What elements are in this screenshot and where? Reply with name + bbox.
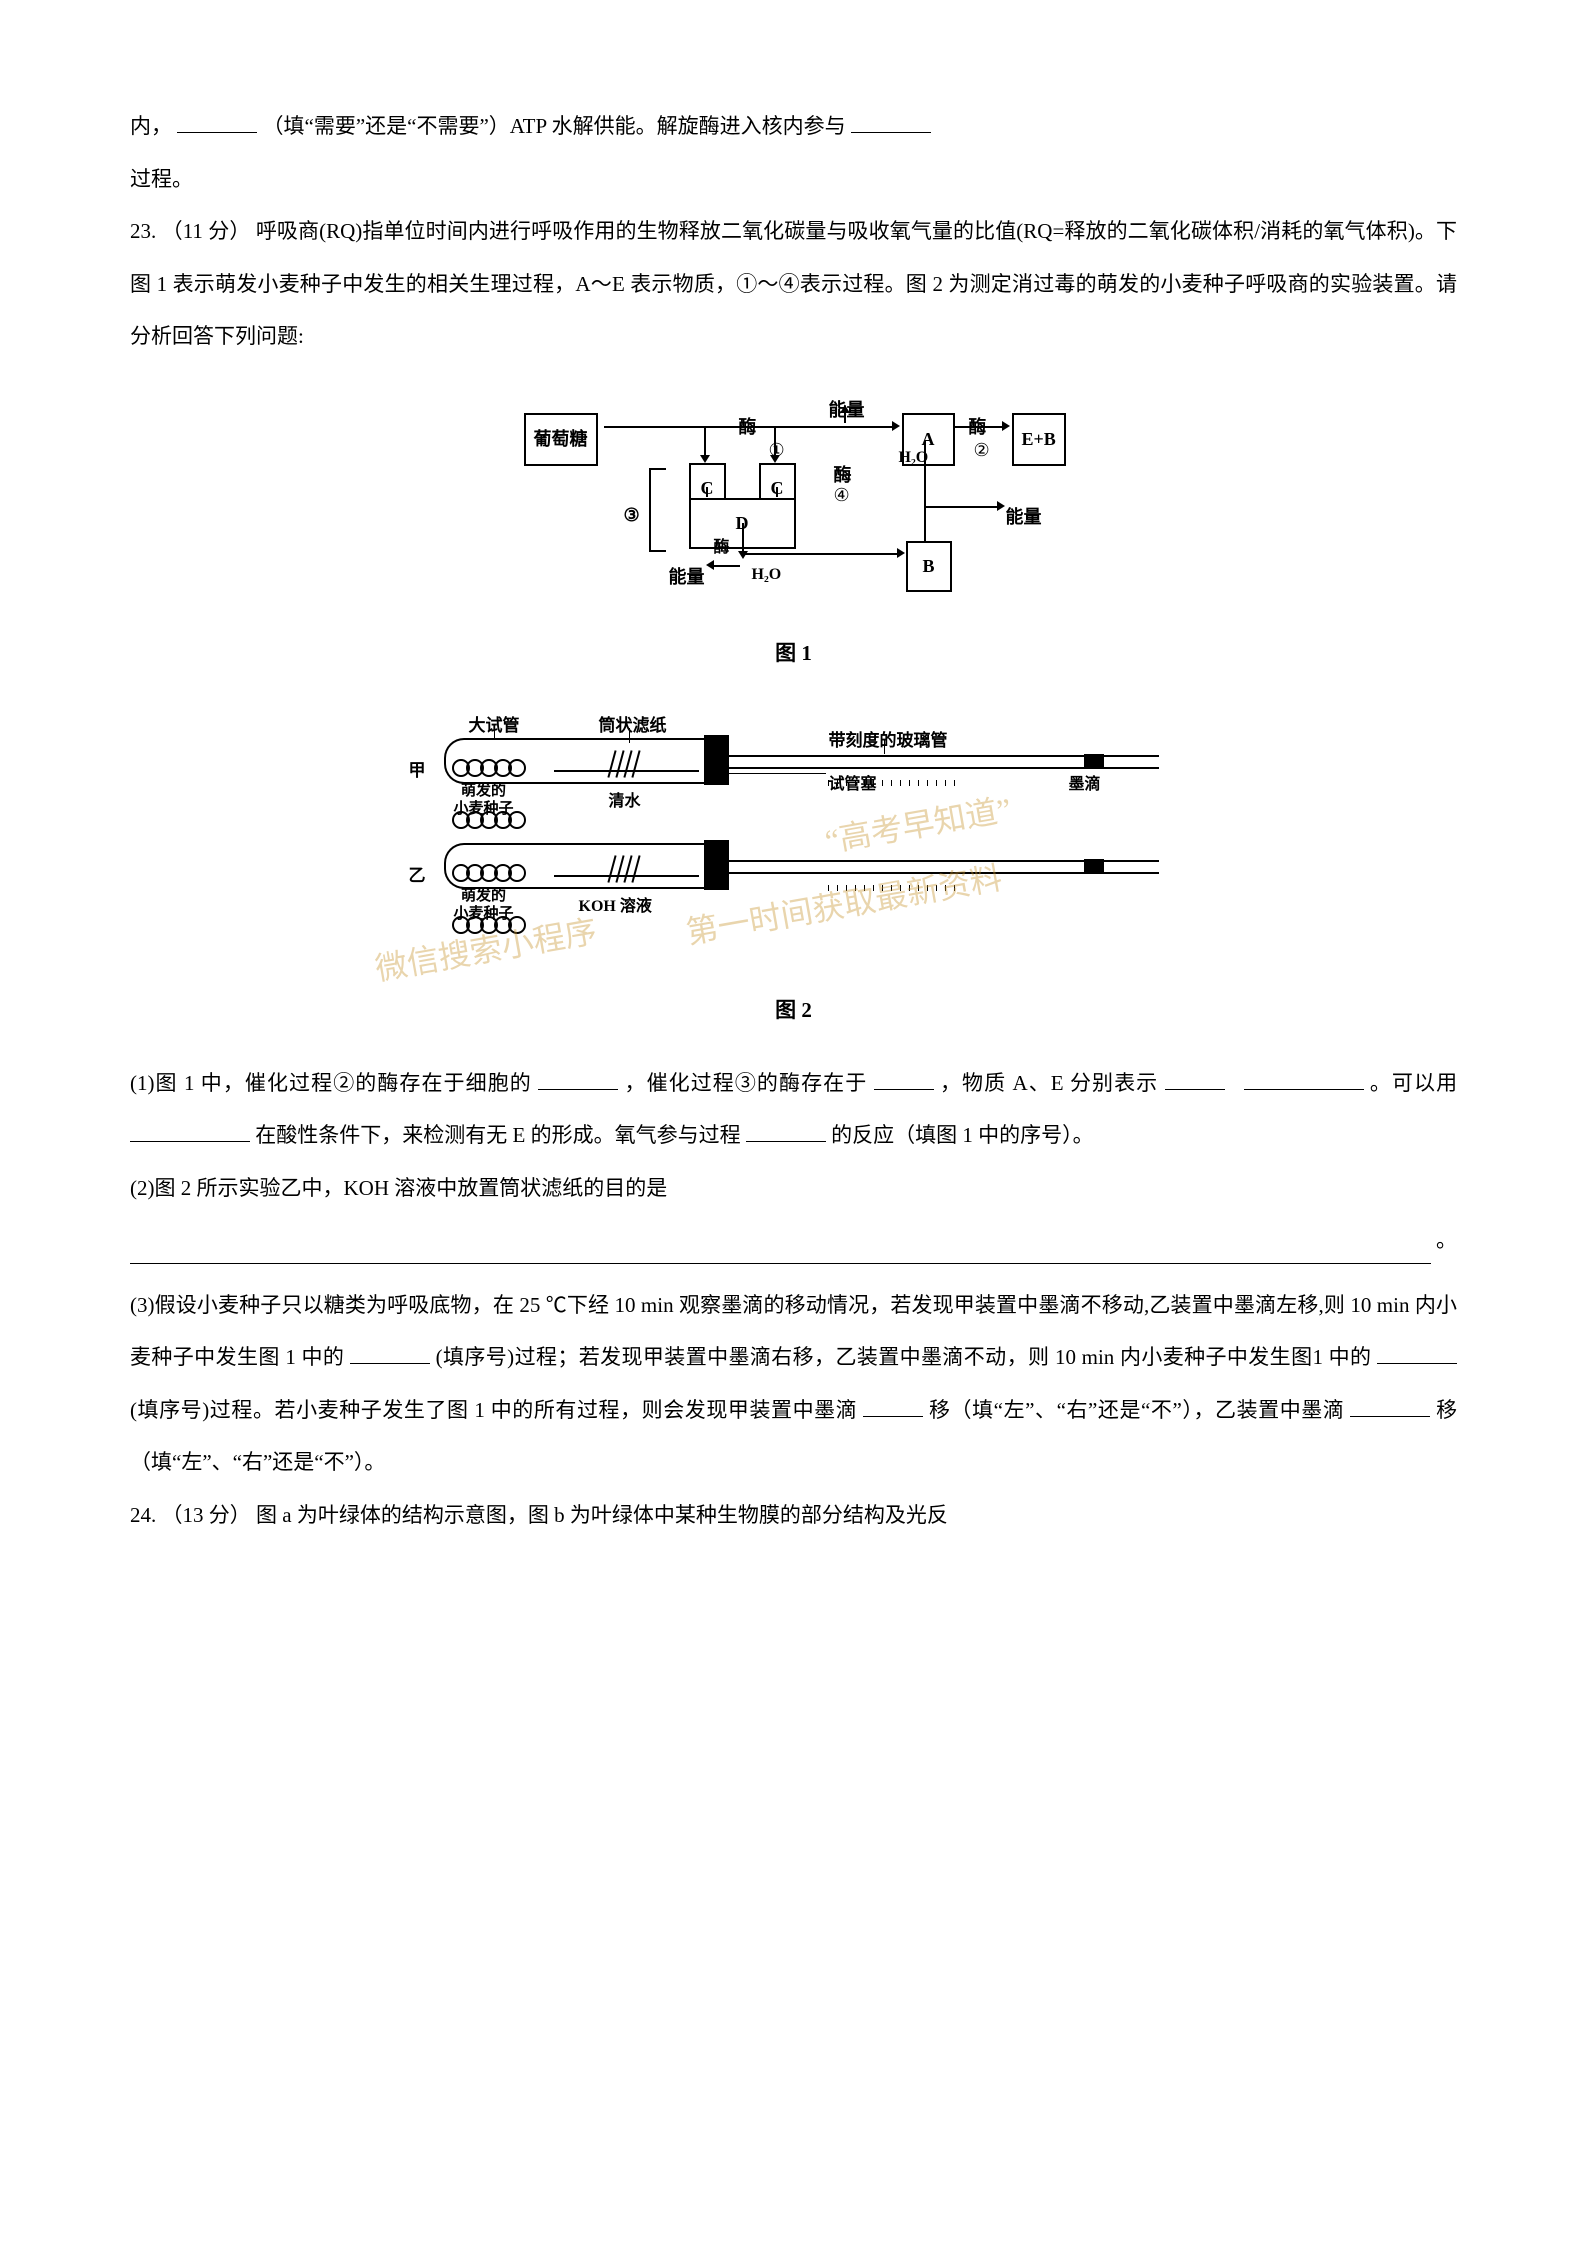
sub1-f: 在酸性条件下，来检测有无 E <box>255 1123 525 1147</box>
figure-2-container: 大试管 筒状滤纸 带刻度的玻璃管 甲 清水 <box>130 700 1457 1037</box>
blank-sub1-1 <box>538 1063 618 1089</box>
blank-sub3-1 <box>350 1338 430 1364</box>
label-ink: 墨滴 <box>1069 765 1101 805</box>
arrowhead-c2 <box>770 455 780 463</box>
q23-intro-text: 呼吸商(RQ)指单位时间内进行呼吸作用的生物释放二氧化碳量与吸收氧气量的比值(R… <box>130 219 1457 348</box>
glucose-box: 葡萄糖 <box>524 413 598 466</box>
arrowhead-glucose-a <box>892 421 900 431</box>
num-3: ③ <box>624 493 640 538</box>
blank-sub1-3b <box>1244 1063 1364 1089</box>
leader-bigtube <box>494 728 495 740</box>
h2o-bottom: H₂O <box>752 555 782 595</box>
label-stopper: 试管塞 <box>829 765 877 805</box>
q23-sub1: (1)图 1 中，催化过程②的酶存在于细胞的 ，催化过程③的酶存在于 ，物质 A… <box>130 1057 1457 1162</box>
label-water: 清水 <box>609 782 641 822</box>
scale-yi <box>824 858 959 911</box>
period-sub2: 。 <box>1436 1214 1457 1267</box>
stopper-jia <box>704 735 729 785</box>
q23-points: （11 分） <box>162 219 251 243</box>
q24-intro-text: 图 a 为叶绿体的结构示意图，图 b 为叶绿体中某种生物膜的部分结构及光反 <box>256 1503 948 1527</box>
arrow-energy-left <box>712 565 740 567</box>
blank-sub3-4 <box>1350 1390 1430 1416</box>
blank-sub2-line <box>130 1231 1431 1264</box>
figure-1-container: 能量 葡萄糖 酶 ① A 酶 ② E+B H₂O C C <box>130 383 1457 680</box>
vline-c1 <box>704 428 706 458</box>
cont-prefix: 内， <box>130 114 172 138</box>
leader-glasstube <box>884 740 885 754</box>
sub3-b: (填序号)过程；若发现甲装置中墨滴右移，乙装置中墨滴不动，则 10 min 内小… <box>436 1345 1372 1369</box>
blank-sub3-2 <box>1377 1338 1457 1364</box>
arrowhead-c1 <box>700 455 710 463</box>
ink-yi <box>1084 859 1104 873</box>
blank-sub1-4 <box>130 1116 250 1142</box>
sub1-b: ，催化过程③的酶存在于 <box>625 1071 868 1095</box>
arrowhead-a-eb <box>1002 421 1010 431</box>
bracket-3 <box>649 468 666 552</box>
leader-paper <box>629 728 630 743</box>
leader-stopper <box>726 773 826 774</box>
arrowhead-energy-left <box>706 560 714 570</box>
blank-sub1-2 <box>874 1063 934 1089</box>
stopper-yi <box>704 840 729 890</box>
vline-cd2 <box>776 487 778 497</box>
sub1-h: 的反应（填图 1 中的序号）。 <box>831 1123 1094 1147</box>
b-box: B <box>906 541 952 592</box>
q24-intro: 24. （13 分） 图 a 为叶绿体的结构示意图，图 b 为叶绿体中某种生物膜… <box>130 1489 1457 1542</box>
eb-box: E+B <box>1012 413 1066 466</box>
arrowhead-energy-up <box>840 405 850 413</box>
label-jia: 甲 <box>409 750 426 793</box>
sub1-c: ，物质 <box>940 1071 1006 1095</box>
diagram-2: 大试管 筒状滤纸 带刻度的玻璃管 甲 清水 <box>404 710 1184 950</box>
blank-1 <box>177 107 257 133</box>
arrow-to-energy2 <box>924 506 999 508</box>
fig1-label: 图 1 <box>130 627 1457 680</box>
blank-2 <box>851 107 931 133</box>
arrowhead-to-b <box>897 548 905 558</box>
vline-b-up <box>924 508 926 541</box>
q23-sub3: (3)假设小麦种子只以糖类为呼吸底物，在 25 ℃下经 10 min 观察墨滴的… <box>130 1279 1457 1489</box>
energy-bottom: 能量 <box>669 555 705 600</box>
sub1-a: (1)图 1 中，催化过程②的酶存在于细胞的 <box>130 1071 532 1095</box>
q23-sub2-blankline: 。 <box>130 1214 1457 1279</box>
q23-intro: 23. （11 分） 呼吸商(RQ)指单位时间内进行呼吸作用的生物释放二氧化碳量… <box>130 205 1457 363</box>
q23-sub2: (2)图 2 所示实验乙中，KOH 溶液中放置筒状滤纸的目的是 <box>130 1162 1457 1215</box>
blank-sub3-3 <box>863 1390 923 1416</box>
vline-cd1 <box>706 487 708 497</box>
q24-points: （13 分） <box>162 1503 251 1527</box>
label-seeds-jia: 萌发的小麦种子 <box>454 782 514 818</box>
cont-mid: （填“需要”还是“不需要”）ATP 水解供能。解旋酶进入核内参与 <box>263 114 846 138</box>
energy-right: 能量 <box>1006 495 1042 540</box>
num-2: ② <box>974 428 990 473</box>
sub1-d: A、E 分别表示 <box>1012 1071 1158 1095</box>
blank-sub1-5 <box>746 1116 826 1142</box>
sub3-c: (填序号)过程。若小麦种子发生了图 1 中的所有过程，则会发现甲装置中墨滴 <box>130 1398 857 1422</box>
sub1-e: 。可以用 <box>1370 1071 1457 1095</box>
arrow-to-b <box>744 553 899 555</box>
sub3-d: 移（填“左”、“右”还是“不”），乙装置中墨滴 <box>929 1398 1344 1422</box>
vline-d-down <box>742 523 744 553</box>
enzyme-1: 酶 <box>739 405 757 450</box>
fig2-label: 图 2 <box>130 984 1457 1037</box>
q23-number: 23. <box>130 219 156 243</box>
sub1-g: 的形成。氧气参与过程 <box>531 1123 741 1147</box>
vline-c2 <box>774 428 776 458</box>
blank-sub1-3a <box>1165 1063 1225 1089</box>
label-seeds-yi: 萌发的小麦种子 <box>454 887 514 923</box>
num-4: ④ <box>834 473 850 518</box>
continuation-line2: 过程。 <box>130 153 1457 206</box>
enzyme-3: 酶 <box>714 528 730 568</box>
liquid-yi <box>554 875 699 877</box>
label-yi: 乙 <box>409 855 426 898</box>
liquid-jia <box>554 770 699 772</box>
label-koh: KOH 溶液 <box>579 887 652 927</box>
continuation-text: 内， （填“需要”还是“不需要”）ATP 水解供能。解旋酶进入核内参与 <box>130 100 1457 153</box>
vline-a-down <box>924 441 926 506</box>
q24-number: 24. <box>130 1503 156 1527</box>
arrowhead-energy2 <box>997 501 1005 511</box>
diagram-1: 能量 葡萄糖 酶 ① A 酶 ② E+B H₂O C C <box>494 393 1094 593</box>
